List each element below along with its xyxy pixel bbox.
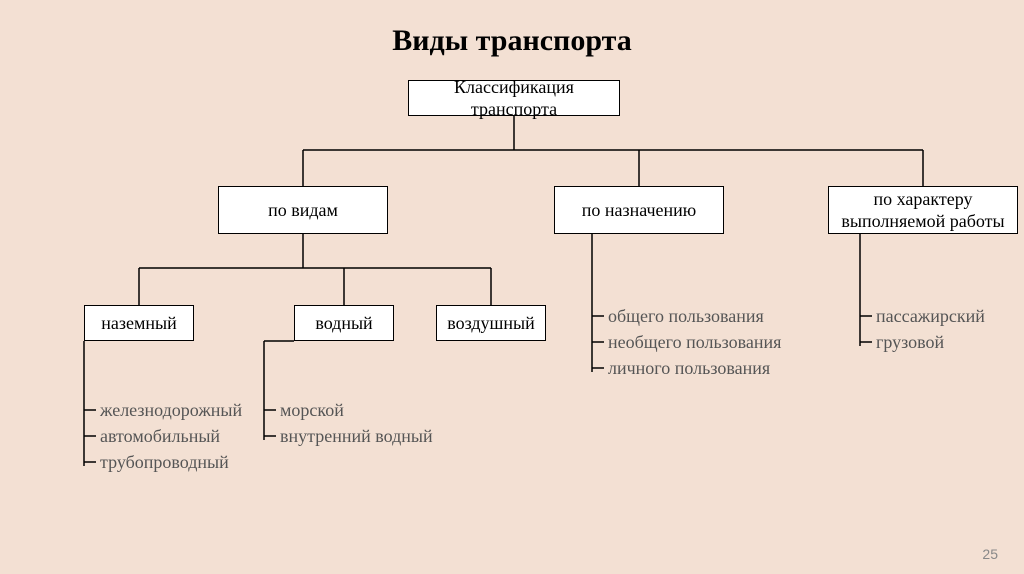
- node-land: наземный: [84, 305, 194, 341]
- list-item: общего пользования: [608, 306, 764, 327]
- node-by-work: по характеру выполняемой работы: [828, 186, 1018, 234]
- node-root: Классификация транспорта: [408, 80, 620, 116]
- list-item: морской: [280, 400, 344, 421]
- list-item: внутренний водный: [280, 426, 433, 447]
- node-air: воздушный: [436, 305, 546, 341]
- node-water: водный: [294, 305, 394, 341]
- list-item: необщего пользования: [608, 332, 781, 353]
- list-item: трубопроводный: [100, 452, 229, 473]
- page-number: 25: [982, 546, 998, 562]
- list-item: автомобильный: [100, 426, 220, 447]
- list-item: личного пользования: [608, 358, 770, 379]
- node-by-type: по видам: [218, 186, 388, 234]
- list-item: грузовой: [876, 332, 944, 353]
- list-item: железнодорожный: [100, 400, 242, 421]
- list-item: пассажирский: [876, 306, 985, 327]
- page-title: Виды транспорта: [0, 0, 1024, 58]
- node-by-purpose: по назначению: [554, 186, 724, 234]
